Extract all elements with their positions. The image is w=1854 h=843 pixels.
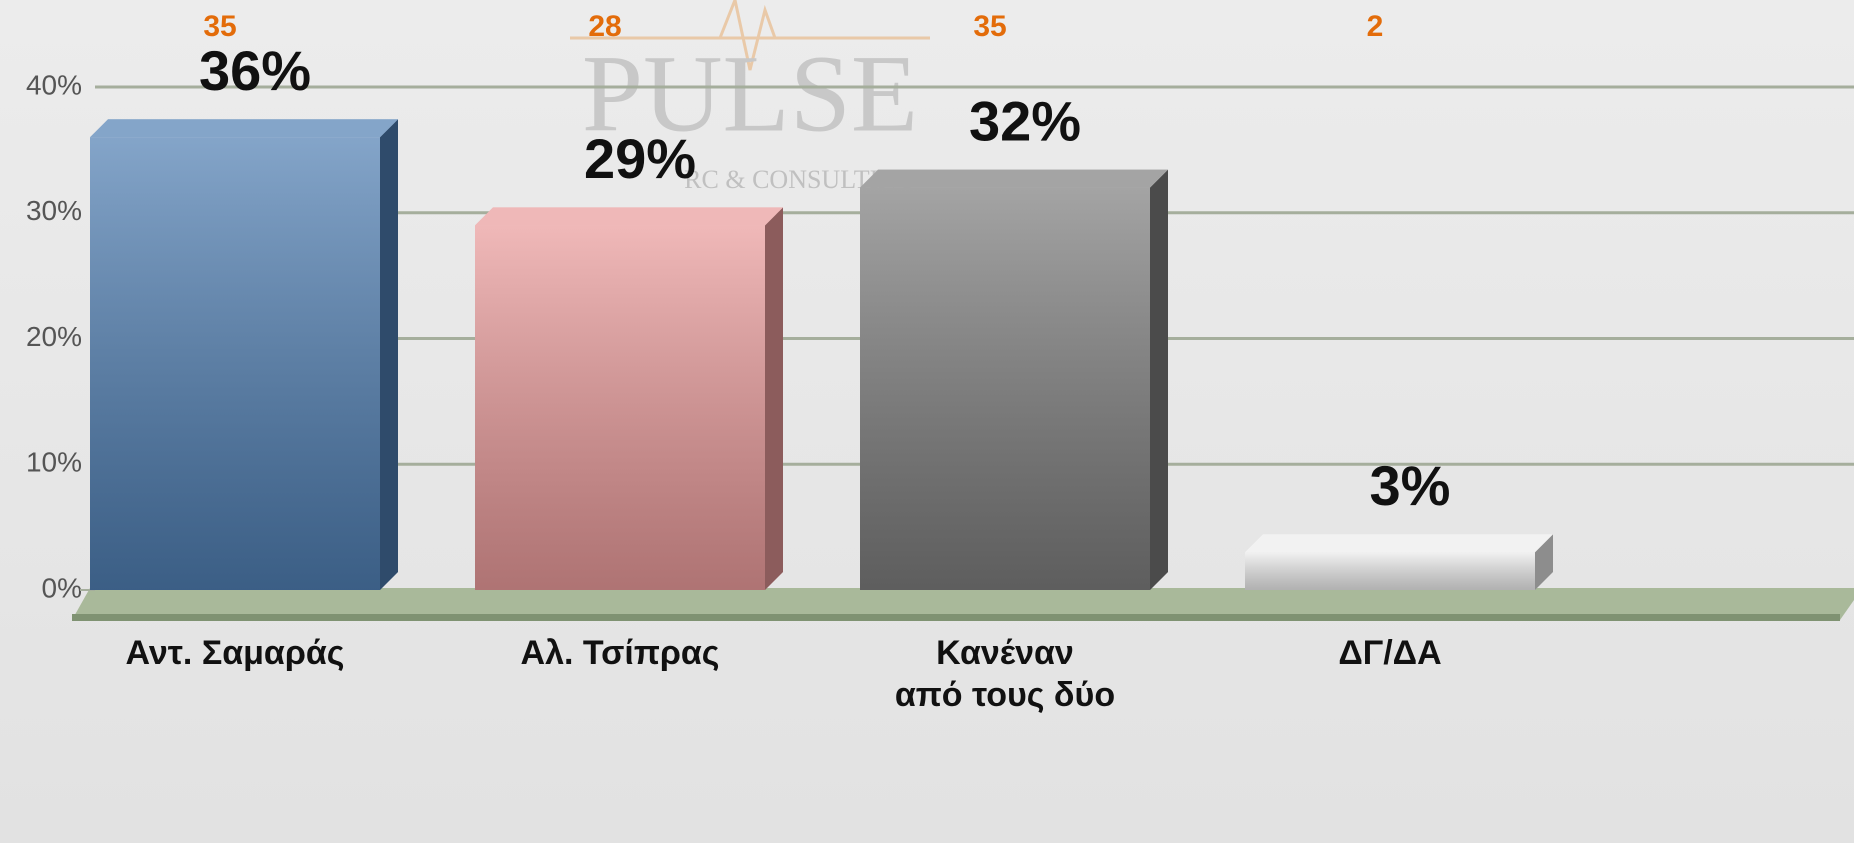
watermark-pulse [718, 0, 777, 71]
bar-top-shade [860, 169, 1168, 188]
data-label: 36% [199, 39, 311, 102]
data-label: 3% [1370, 454, 1451, 517]
x-tick-label: Αντ. Σαμαράς [125, 634, 345, 672]
bar-top-shade [475, 207, 783, 226]
bar-side [765, 207, 783, 590]
y-tick-label: 40% [26, 69, 82, 100]
y-tick-label: 30% [26, 195, 82, 226]
bar-shade [90, 137, 380, 591]
data-label: 29% [584, 127, 696, 190]
bar-side [1150, 169, 1168, 590]
bar-shade [860, 187, 1150, 590]
bar-top [475, 207, 783, 226]
bar-shade [1245, 552, 1535, 590]
y-tick-label: 0% [42, 572, 82, 603]
bar-side [380, 119, 398, 591]
y-tick-label: 10% [26, 447, 82, 478]
y-tick-label: 20% [26, 321, 82, 352]
watermark: PULSE [582, 32, 918, 154]
data-label: 32% [969, 89, 1081, 152]
bar-side-shade [380, 119, 398, 591]
top-label: 28 [588, 10, 621, 43]
bar-top [1245, 534, 1553, 553]
top-label: 35 [203, 10, 236, 43]
bar-top [860, 169, 1168, 188]
bar-top-shade [1245, 534, 1553, 553]
x-tick-label: Αλ. Τσίπρας [520, 634, 720, 672]
bar-side-shade [1150, 169, 1168, 590]
top-label: 2 [1367, 10, 1384, 43]
bar-side [1535, 534, 1553, 590]
bar-top [90, 119, 398, 138]
bar-side-shade [765, 207, 783, 590]
bar-top-shade [90, 119, 398, 138]
x-tick-label: Κανέναν από τους δύο [894, 634, 1116, 714]
bar-side-shade [1535, 534, 1553, 590]
bar-shade [475, 225, 765, 590]
x-tick-label: ΔΓ/ΔΑ [1338, 634, 1442, 672]
floor-edge [72, 614, 1840, 621]
top-label: 35 [973, 10, 1006, 43]
floor [72, 588, 1854, 620]
